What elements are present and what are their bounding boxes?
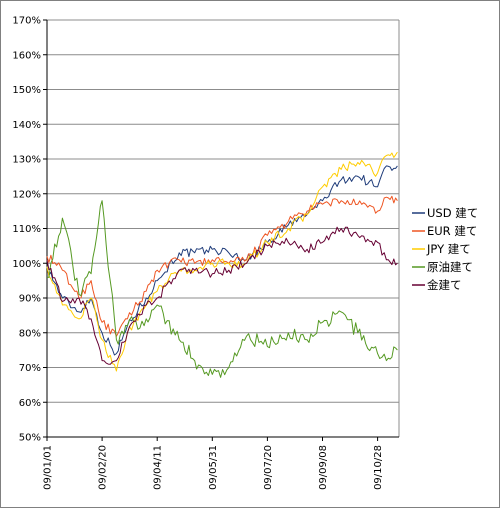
y-tick-label: 50% [19, 433, 41, 444]
axes: 50% 60% 70% 80% 90% 100% 110% 120% 130% 140% 150% 1… [12, 16, 399, 490]
series-line [46, 195, 398, 337]
y-tick-label: 110% [12, 224, 41, 235]
y-tick-label: 70% [19, 363, 41, 374]
legend-label: EUR 建て [427, 224, 477, 238]
series-line [46, 165, 398, 356]
legend-label: 金建て [427, 278, 462, 292]
x-tick-label: 09/02/20 [98, 445, 109, 490]
series-line [46, 151, 398, 372]
series-line [46, 200, 398, 378]
y-tick-label: 60% [19, 398, 41, 409]
y-tick-label: 90% [19, 294, 41, 305]
x-tick-label: 09/07/20 [263, 445, 274, 490]
series-lines [46, 151, 398, 378]
x-tick-label: 09/10/28 [373, 445, 384, 490]
y-tick-label: 130% [12, 155, 41, 166]
y-tick-label: 100% [12, 259, 41, 270]
legend-label: USD 建て [427, 206, 478, 220]
y-tick-label: 160% [12, 50, 41, 61]
legend-label: JPY 建て [426, 242, 471, 256]
legend-label: 原油建て [427, 260, 473, 274]
x-tick-label: 09/09/08 [318, 445, 329, 490]
y-tick-label: 150% [12, 85, 41, 96]
y-tick-label: 140% [12, 120, 41, 131]
grid [47, 19, 400, 438]
series-line [46, 226, 398, 365]
y-tick-label: 120% [12, 189, 41, 200]
y-tick-label: 170% [12, 16, 41, 27]
x-tick-label: 09/04/11 [153, 445, 164, 490]
x-tick-label: 09/05/31 [208, 445, 219, 490]
y-tick-label: 80% [19, 328, 41, 339]
x-tick-label: 09/01/01 [43, 445, 54, 490]
